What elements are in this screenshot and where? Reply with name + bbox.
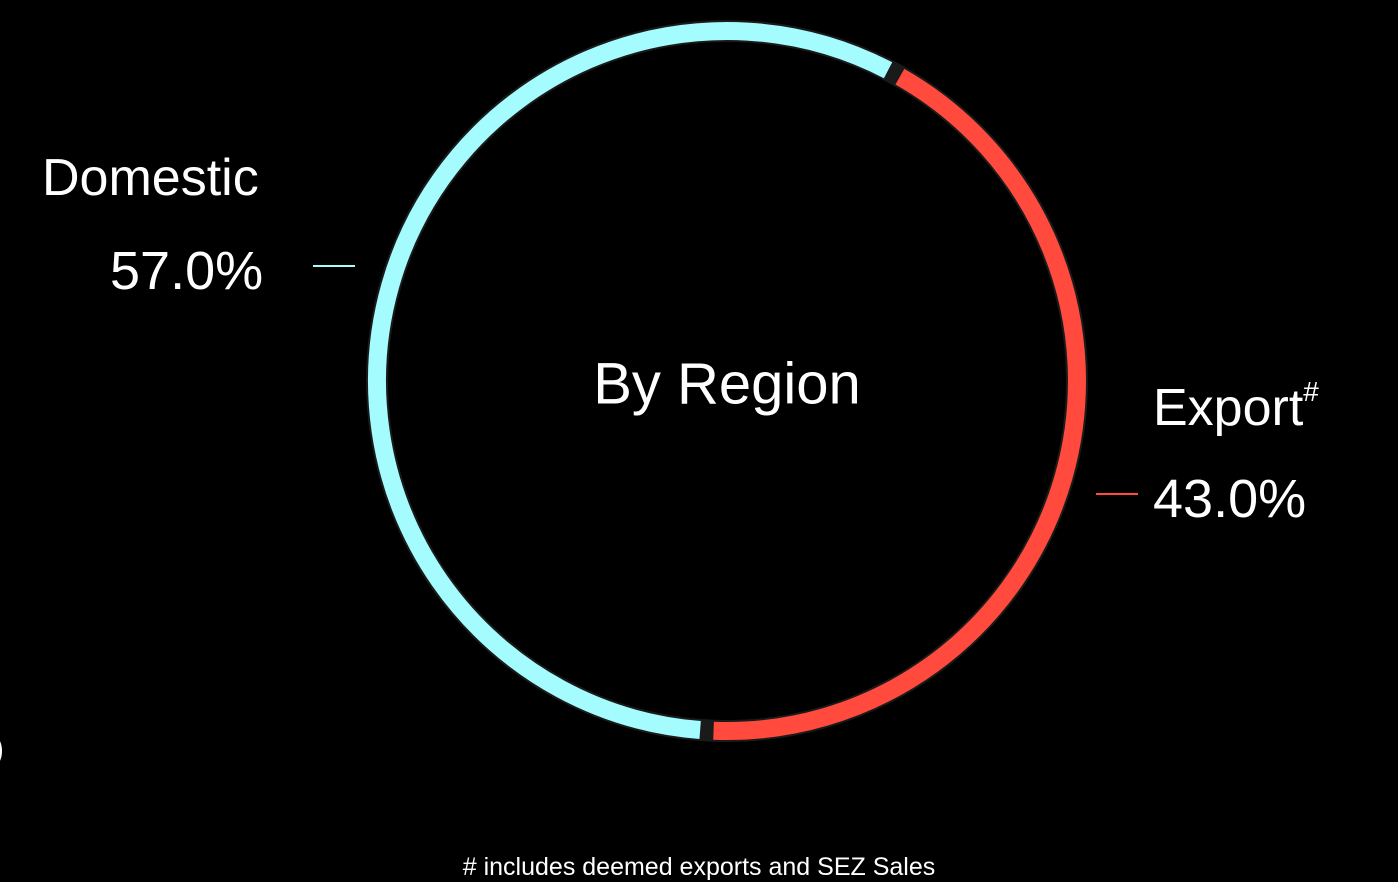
leader-line-domestic xyxy=(313,265,355,267)
legend-label-export: Export# xyxy=(1153,378,1319,437)
export-footnote-marker: # xyxy=(1303,376,1319,407)
data-label-domestic: 57.0% xyxy=(110,241,264,301)
legend-label-domestic: Domestic xyxy=(42,149,259,207)
chart-center-label: By Region xyxy=(593,351,861,417)
leader-line-export xyxy=(1096,493,1138,495)
donut-slice-export xyxy=(713,68,1086,740)
export-label-text: Export xyxy=(1153,379,1304,437)
donut-slice-domestic xyxy=(368,22,893,739)
data-label-export: 43.0% xyxy=(1153,469,1307,529)
chart-footnote: # includes deemed exports and SEZ Sales xyxy=(462,853,936,881)
